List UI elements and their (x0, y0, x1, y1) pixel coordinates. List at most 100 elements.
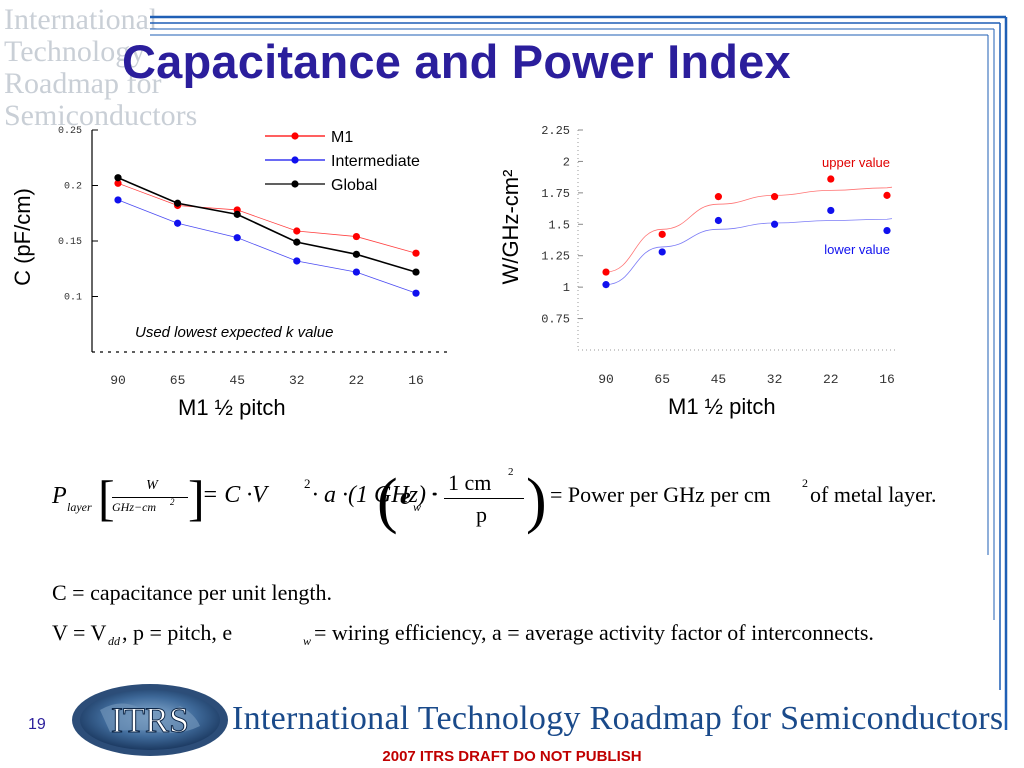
chart2-fit-curve-1 (605, 218, 893, 286)
eq-rhs-1: = C ·V (202, 482, 267, 508)
eq-frac-num: 1 cm (448, 470, 492, 495)
chart2-point-1 (771, 220, 779, 228)
chart2-label-upper: upper value (822, 155, 890, 170)
chart1-xtick-label: 45 (229, 373, 245, 388)
chart1-legend-marker-0 (291, 132, 299, 140)
chart2-xtick-label: 16 (879, 372, 895, 387)
power-chart: 2.25 2 1.75 1.5 1.25 1 0.75 90 65 45 32 22 16 upper v… (541, 124, 898, 387)
itrs-logo: ITRS (72, 684, 228, 756)
chart2-point-1 (827, 206, 835, 215)
chart1-xtick-label: 32 (289, 373, 305, 388)
chart1-point-2 (293, 238, 301, 246)
eq-rhs-2: · a ·(1 GHz) · (312, 482, 438, 508)
chart2-point-1 (714, 216, 722, 225)
eq-unit-bar (112, 497, 188, 498)
v-def-2: , p = pitch, e (122, 620, 233, 645)
chart1-point-1 (412, 289, 420, 297)
power-equation: P layer [ W GHz−cm 2 ] = C ·V 2 · a ·(1 … (52, 466, 936, 540)
chart1-ytick-label: 0.25 (58, 126, 82, 137)
chart2-ytick-label: 1.75 (541, 187, 570, 201)
chart1-point-0 (412, 249, 420, 257)
chart1-xtick-label: 65 (170, 373, 186, 388)
chart1-plot-area (92, 130, 450, 352)
eq-rhs-exp: 2 (304, 476, 311, 491)
chart2-xtick-label: 45 (711, 372, 727, 387)
org-name: International Technology Roadmap for Sem… (232, 700, 1004, 737)
eq-paren-right: ) (526, 467, 547, 535)
slide-title: Capacitance and Power Index (122, 35, 791, 88)
chart1-point-1 (233, 234, 241, 242)
chart2-ytick-label: 0.75 (541, 313, 570, 327)
chart2-ytick-label: 2 (563, 155, 570, 169)
chart2-point-1 (602, 281, 610, 289)
chart1-legend-label-0: M1 (331, 129, 353, 146)
eq-p: P (52, 483, 67, 509)
chart1-point-2 (114, 174, 122, 182)
chart2-point-1 (883, 226, 891, 235)
eq-frac-num-exp: 2 (508, 466, 514, 478)
chart1-legend-marker-2 (291, 180, 299, 188)
chart1-ytick-label: 0.2 (64, 182, 82, 193)
v-def-3: = wiring efficiency, a = average activit… (314, 620, 874, 645)
chart1-point-1 (352, 268, 360, 276)
chart1-legend-marker-1 (291, 156, 299, 164)
chart2-point-0 (771, 193, 779, 201)
eq-bracket-right: ] (188, 470, 205, 526)
chart1-series-line-2 (117, 176, 417, 273)
chart1-point-1 (174, 219, 182, 227)
chart2-xtick-label: 22 (823, 372, 839, 387)
eq-result-exp: 2 (802, 476, 808, 490)
chart1-point-2 (412, 268, 420, 276)
c-definition: C = capacitance per unit length. (52, 580, 332, 605)
v-def-1: V = V (52, 620, 107, 645)
capacitance-chart: 0.25 0.2 0.15 0.1 90 65 45 32 22 16 M1 Intermediate… (58, 126, 450, 388)
footer-draft-notice: 2007 ITRS DRAFT DO NOT PUBLISH (382, 748, 642, 765)
eq-result-tail: of metal layer. (810, 482, 937, 507)
chart2-ytick-label: 2.25 (541, 124, 570, 138)
chart1-series-line-1 (117, 199, 417, 294)
eq-paren-left: ( (377, 467, 398, 535)
chart1-xtick-label: 16 (408, 373, 424, 388)
chart2-xtick-label: 65 (654, 372, 670, 387)
watermark-text: International Technology Roadmap for Sem… (4, 3, 198, 132)
chart2-point-1 (658, 248, 666, 256)
eq-unit-den-exp: 2 (170, 497, 175, 507)
page-number: 19 (28, 716, 46, 733)
eq-bracket-left: [ (98, 470, 115, 526)
chart1-point-1 (293, 257, 301, 265)
power-chart-ylabel: W/GHz-cm² (498, 169, 523, 285)
power-chart-xlabel: M1 ½ pitch (668, 394, 776, 419)
chart2-point-0 (714, 193, 722, 201)
chart1-point-2 (352, 250, 360, 258)
chart1-xtick-label: 22 (349, 373, 365, 388)
chart2-ytick-label: 1.5 (548, 218, 570, 232)
v-def-sub: dd (108, 634, 120, 648)
eq-unit-den: GHz−cm (112, 500, 157, 514)
eq-frac-bar (444, 498, 524, 499)
eq-ew-sub: w (413, 500, 422, 514)
chart2-xtick-label: 90 (598, 372, 614, 387)
chart1-point-2 (233, 210, 241, 218)
v-def-sub2: w (303, 634, 312, 648)
chart1-xtick-label: 90 (110, 373, 126, 388)
chart1-point-0 (293, 227, 301, 235)
itrs-logo-text: ITRS (111, 700, 189, 740)
chart2-xtick-label: 32 (767, 372, 783, 387)
eq-dot: · (430, 482, 438, 508)
chart2-point-0 (827, 175, 835, 183)
chart1-point-1 (114, 196, 122, 204)
chart1-ytick-label: 0.15 (58, 237, 82, 248)
eq-unit-num: W (146, 478, 158, 493)
v-definition: V = V dd , p = pitch, e w = wiring effic… (52, 620, 932, 654)
chart2-point-0 (658, 230, 666, 238)
capacitance-chart-xlabel: M1 ½ pitch (178, 395, 286, 420)
eq-frac-den: p (476, 502, 487, 527)
chart1-legend-label-2: Global (331, 177, 377, 194)
chart1-annotation: Used lowest expected k value (135, 324, 333, 341)
chart1-ytick-label: 0.1 (64, 293, 82, 304)
chart2-ytick-label: 1.25 (541, 250, 570, 264)
chart2-point-0 (602, 268, 610, 276)
chart1-point-0 (114, 179, 122, 187)
